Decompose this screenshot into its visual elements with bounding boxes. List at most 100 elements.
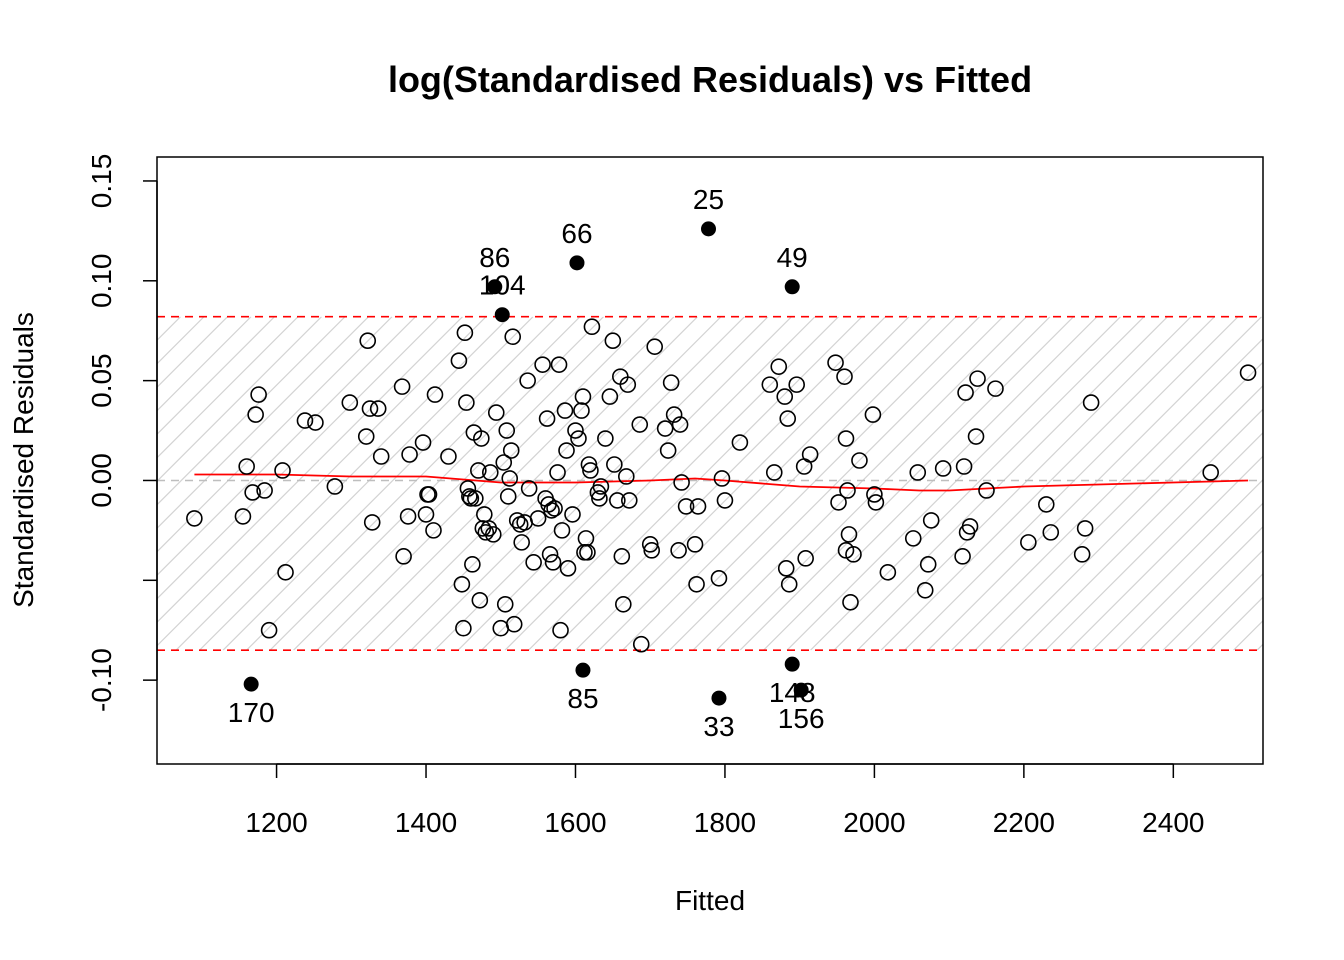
data-point bbox=[519, 372, 536, 389]
outlier-label: 49 bbox=[777, 242, 808, 273]
data-point bbox=[659, 442, 677, 459]
data-point bbox=[606, 456, 623, 473]
hatch-line bbox=[157, 316, 299, 459]
data-point bbox=[420, 486, 438, 503]
data-point bbox=[615, 595, 632, 613]
data-point bbox=[582, 462, 599, 479]
data-point bbox=[508, 512, 526, 529]
data-point bbox=[619, 376, 637, 393]
data-point bbox=[969, 370, 986, 387]
data-point bbox=[671, 416, 689, 433]
hatch-line bbox=[157, 316, 322, 483]
outlier-point bbox=[711, 690, 727, 706]
data-point bbox=[244, 484, 261, 501]
data-point bbox=[550, 356, 568, 373]
hatch-line bbox=[222, 316, 557, 651]
x-tick-label: 1600 bbox=[544, 807, 606, 838]
x-tick-label: 2200 bbox=[993, 807, 1055, 838]
data-point bbox=[529, 510, 547, 527]
hatch-line bbox=[157, 316, 252, 412]
data-point bbox=[631, 416, 649, 433]
data-point bbox=[570, 430, 587, 447]
data-point bbox=[455, 619, 472, 637]
hatch-line bbox=[316, 316, 651, 651]
data-point bbox=[779, 410, 797, 427]
hatch-line bbox=[157, 316, 463, 624]
outlier-point bbox=[575, 662, 591, 678]
data-point bbox=[538, 410, 556, 427]
hatch-line bbox=[880, 316, 1215, 651]
data-point bbox=[716, 492, 734, 509]
data-point bbox=[476, 506, 493, 523]
outlier-label: 170 bbox=[228, 697, 275, 728]
data-point bbox=[641, 536, 659, 553]
data-point bbox=[250, 386, 267, 403]
data-point bbox=[556, 402, 574, 419]
data-point bbox=[801, 446, 819, 463]
data-point bbox=[484, 526, 502, 543]
data-point bbox=[604, 332, 622, 349]
outlier-label: 25 bbox=[693, 184, 724, 215]
data-point bbox=[525, 554, 542, 571]
data-point bbox=[1042, 524, 1060, 541]
data-point bbox=[620, 492, 638, 509]
y-tick-label: -0.10 bbox=[86, 648, 117, 712]
data-point bbox=[934, 460, 952, 477]
hatch-line bbox=[1021, 408, 1263, 651]
data-point bbox=[440, 448, 457, 465]
hatch-line bbox=[387, 316, 722, 651]
data-point bbox=[558, 442, 575, 459]
data-point bbox=[546, 500, 563, 517]
data-point bbox=[837, 430, 855, 447]
data-point bbox=[840, 526, 858, 543]
hatch-line bbox=[1186, 572, 1263, 651]
hatch-line bbox=[434, 316, 769, 651]
data-point bbox=[689, 498, 707, 515]
hatch-line bbox=[1139, 525, 1263, 651]
data-point bbox=[879, 564, 897, 581]
data-point bbox=[688, 575, 705, 593]
data-point bbox=[797, 550, 814, 567]
outlier-point bbox=[784, 656, 800, 672]
x-tick-label: 1200 bbox=[245, 807, 307, 838]
data-point bbox=[499, 488, 517, 505]
outlier-label: 156 bbox=[778, 703, 825, 734]
data-point bbox=[866, 486, 883, 503]
data-point bbox=[417, 506, 435, 523]
hatch-line bbox=[857, 316, 1192, 651]
data-point bbox=[955, 458, 973, 475]
data-point bbox=[357, 428, 375, 445]
data-point bbox=[957, 384, 974, 401]
data-point bbox=[776, 388, 794, 405]
data-point bbox=[867, 494, 885, 511]
data-point bbox=[1037, 496, 1055, 513]
hatch-line bbox=[157, 316, 275, 436]
data-point bbox=[307, 414, 324, 431]
data-point bbox=[326, 478, 344, 495]
data-point bbox=[731, 434, 749, 451]
data-point bbox=[543, 502, 560, 519]
data-point bbox=[954, 548, 971, 565]
data-point bbox=[677, 498, 695, 515]
data-point bbox=[830, 494, 847, 511]
outlier-point bbox=[494, 307, 510, 323]
data-point bbox=[839, 482, 856, 499]
hatch-line bbox=[157, 316, 416, 577]
data-point bbox=[544, 554, 562, 571]
hatch-line bbox=[1162, 549, 1263, 651]
hatch-line bbox=[739, 316, 1074, 651]
data-point bbox=[710, 570, 728, 587]
hatch-line bbox=[157, 316, 440, 600]
data-point bbox=[601, 388, 619, 405]
data-point bbox=[1073, 546, 1091, 563]
data-point bbox=[780, 575, 798, 593]
data-point bbox=[504, 328, 522, 346]
outlier-point bbox=[569, 255, 585, 271]
data-point bbox=[580, 456, 598, 473]
data-point bbox=[372, 448, 390, 465]
data-point bbox=[922, 512, 940, 529]
data-point bbox=[549, 464, 566, 481]
data-point bbox=[564, 506, 581, 523]
